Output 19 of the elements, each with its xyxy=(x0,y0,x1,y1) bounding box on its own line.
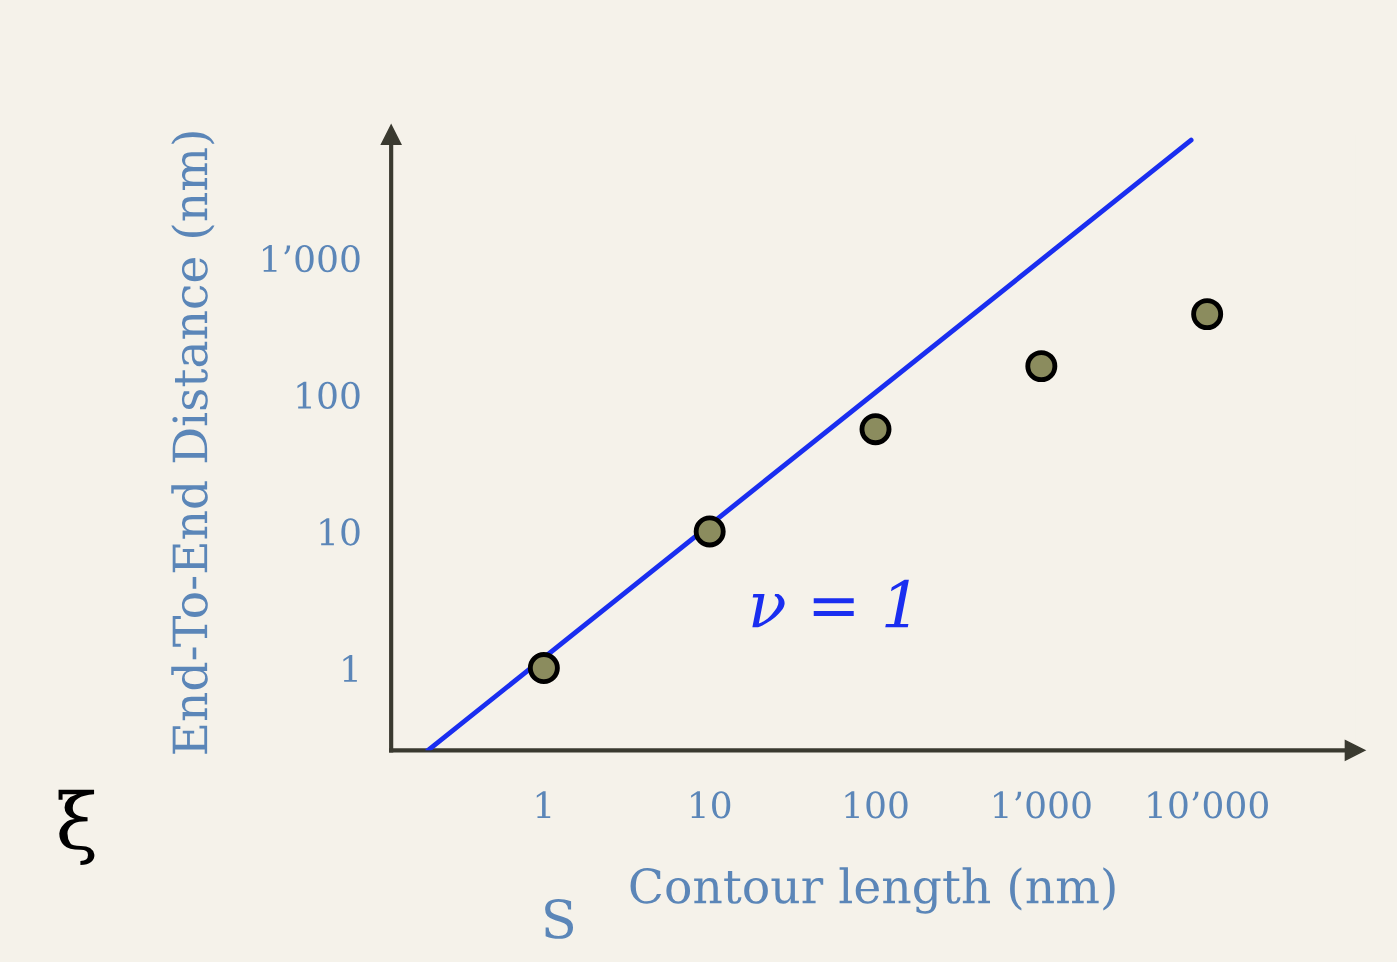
text: ξ xyxy=(58,789,95,865)
point xyxy=(1191,298,1224,331)
y-tick-label: 100 xyxy=(297,381,360,409)
x-tick-label: 10’000 xyxy=(1148,791,1268,819)
annotation: ν = 1 xyxy=(752,579,909,628)
y-tick-label: 10 xyxy=(320,518,360,546)
y-axis-title: End-To-End Distance (nm) xyxy=(171,132,215,754)
point xyxy=(1025,350,1058,383)
text: S xyxy=(545,898,574,939)
x-tick-label: 1 xyxy=(536,791,551,819)
y-tick-label: 1’000 xyxy=(263,245,360,273)
x-axis-title: Contour length (nm) xyxy=(630,867,1115,914)
x-tick-label: 1’000 xyxy=(994,791,1091,819)
point xyxy=(859,413,892,446)
point xyxy=(527,652,560,685)
y-tick-label: 1 xyxy=(343,655,357,682)
x-tick-label: 100 xyxy=(845,791,908,819)
point xyxy=(693,515,726,548)
x-tick-label: 10 xyxy=(691,791,731,819)
